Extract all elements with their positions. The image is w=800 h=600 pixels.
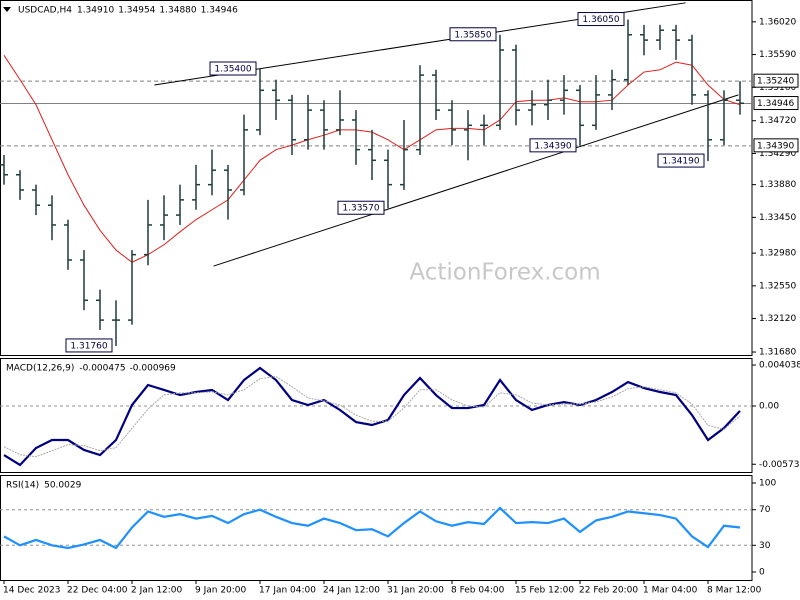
annotation-label: 1.36050 xyxy=(582,15,619,25)
annotation-box xyxy=(337,200,385,215)
x-tick-label: 22 Dec 04:00 xyxy=(67,586,128,596)
annotation-box xyxy=(209,61,257,76)
panel-value: -0.000475 xyxy=(79,364,125,374)
panel-title: MACD(12,26,9) xyxy=(6,364,74,374)
annotation-box xyxy=(577,12,625,27)
y-tick-label: 1.34720 xyxy=(759,116,796,126)
x-tick-label: 15 Feb 12:00 xyxy=(515,586,574,596)
annotation-label: 1.34190 xyxy=(662,157,699,167)
x-tick-label: 9 Jan 20:00 xyxy=(195,586,247,596)
y-tick-label: 1.32980 xyxy=(759,249,796,259)
panel-title: USDCAD,H4 xyxy=(18,6,72,16)
y-tick-label: 0.00 xyxy=(759,402,779,412)
level-label: 1.34946 xyxy=(757,99,794,109)
y-tick-label: 1.32120 xyxy=(759,314,796,324)
x-tick-label: 8 Feb 04:00 xyxy=(451,586,505,596)
annotation-box xyxy=(449,27,497,42)
series-line xyxy=(3,376,741,458)
y-tick-label: 1.35160 xyxy=(759,83,796,93)
annotation-label: 1.33570 xyxy=(342,204,379,214)
panel-value: 1.34880 xyxy=(159,6,196,16)
y-tick-label: 30 xyxy=(759,541,771,551)
trend-line xyxy=(213,94,739,267)
panel-value: 50.0029 xyxy=(44,481,81,491)
y-tick-label: 1.33880 xyxy=(759,180,796,190)
y-tick-label: 100 xyxy=(759,479,776,489)
x-tick-label: 22 Feb 20:00 xyxy=(579,586,638,596)
x-tick-label: 17 Jan 04:00 xyxy=(259,586,316,596)
annotation-label: 1.31760 xyxy=(70,341,107,351)
y-tick-label: 1.34290 xyxy=(759,149,796,159)
annotation-box xyxy=(529,138,577,153)
x-tick-label: 24 Jan 12:00 xyxy=(323,586,380,596)
annotation-box xyxy=(65,338,113,353)
y-tick-label: -0.005737 xyxy=(759,460,800,470)
series-line xyxy=(3,506,741,550)
x-tick-label: 14 Dec 2023 xyxy=(3,586,61,596)
y-tick-label: 1.35590 xyxy=(759,50,796,60)
panel-frame xyxy=(0,358,753,473)
x-tick-label: 31 Jan 20:00 xyxy=(387,586,444,596)
x-tick-label: 8 Mar 12:00 xyxy=(707,586,762,596)
level-label: 1.35240 xyxy=(757,77,794,87)
annotation-box xyxy=(657,153,705,168)
annotation-label: 1.35400 xyxy=(214,65,251,75)
panel-value: 1.34946 xyxy=(201,6,238,16)
panel-value: 1.34910 xyxy=(77,6,114,16)
level-box xyxy=(753,96,799,111)
level-box xyxy=(753,138,799,153)
y-tick-label: 1.36020 xyxy=(759,17,796,27)
panel-frame xyxy=(0,475,753,581)
x-tick-label: 2 Jan 12:00 xyxy=(131,586,183,596)
y-tick-label: 70 xyxy=(759,505,771,515)
panel-value: -0.000969 xyxy=(130,364,176,374)
y-tick-label: 0.004038 xyxy=(759,361,800,371)
level-label: 1.34390 xyxy=(757,141,794,151)
annotation-label: 1.34390 xyxy=(534,141,571,151)
y-tick-label: 1.33450 xyxy=(759,213,796,223)
x-tick-label: 1 Mar 04:00 xyxy=(643,586,698,596)
series-line xyxy=(3,366,741,467)
panel-value: 1.34954 xyxy=(118,6,155,16)
y-tick-label: 1.32550 xyxy=(759,281,796,291)
annotation-label: 1.35850 xyxy=(454,30,491,40)
y-tick-label: 1.31680 xyxy=(759,348,796,358)
level-box xyxy=(753,73,799,88)
panel-frame xyxy=(0,0,753,356)
menu-arrow xyxy=(3,7,11,12)
y-tick-label: 0 xyxy=(759,567,765,577)
panel-title: RSI(14) xyxy=(6,481,39,491)
watermark: ActionForex.com xyxy=(409,260,600,286)
